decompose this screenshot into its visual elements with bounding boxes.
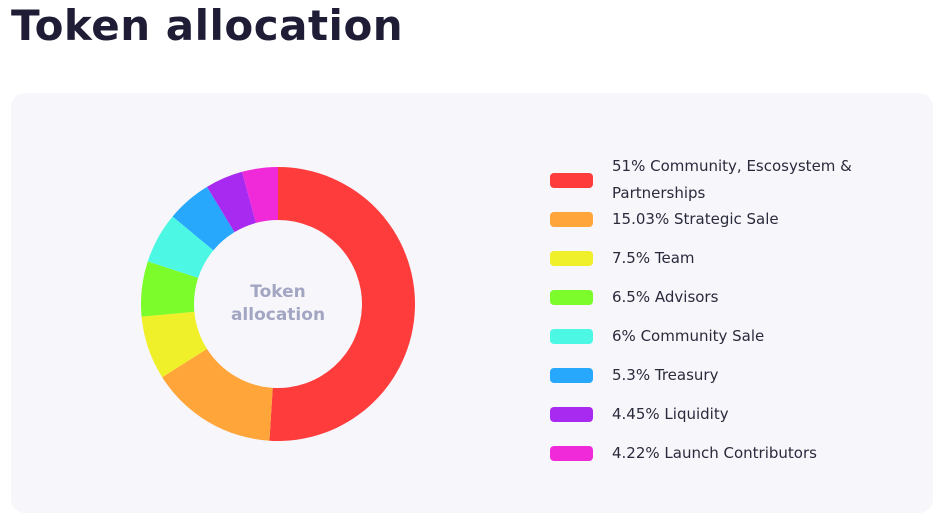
legend-swatch [550, 172, 593, 188]
legend-label: 4.45% Liquidity [612, 405, 729, 423]
legend-label: 7.5% Team [612, 249, 695, 267]
legend-item-advisors: 6.5% Advisors [550, 284, 910, 311]
donut-center-label: Token allocation [141, 167, 415, 441]
legend-item-community-sale: 6% Community Sale [550, 323, 910, 350]
legend-swatch [550, 251, 593, 266]
legend-swatch [550, 212, 593, 227]
donut-center-line1: Token [250, 282, 306, 302]
page-title: Token allocation [11, 1, 404, 50]
donut-chart-svg [141, 167, 415, 441]
legend-item-team: 7.5% Team [550, 245, 910, 272]
legend-swatch [550, 446, 593, 461]
legend-item-launch-contributors: 4.22% Launch Contributors [550, 440, 910, 467]
donut-segment-advisors [141, 261, 199, 317]
donut-segment-launch-contributors [242, 167, 278, 223]
donut-segment-community-sale [147, 216, 214, 278]
donut-segment-treasury [172, 186, 235, 251]
legend-swatch [550, 368, 593, 383]
donut-segment-community-escosystem-partnerships [269, 167, 415, 441]
legend-swatch [550, 407, 593, 422]
legend-label: 6% Community Sale [612, 327, 765, 345]
legend-label: 4.22% Launch Contributors [612, 444, 817, 462]
legend-label: 6.5% Advisors [612, 288, 719, 306]
legend-label: 15.03% Strategic Sale [612, 210, 779, 228]
legend-label: 5.3% Treasury [612, 366, 719, 384]
legend-item-liquidity: 4.45% Liquidity [550, 401, 910, 428]
legend-swatch [550, 329, 593, 344]
donut-segment-liquidity [207, 171, 256, 233]
legend-item-strategic-sale: 15.03% Strategic Sale [550, 206, 910, 233]
legend-item-community-ecosystem: 51% Community, Escosystem & Partnerships [550, 153, 910, 207]
legend-item-treasury: 5.3% Treasury [550, 362, 910, 389]
donut-segment-strategic-sale [162, 348, 273, 441]
donut-center-line2: allocation [230, 305, 326, 325]
donut-segment-team [141, 311, 207, 378]
legend-label: 51% Community, Escosystem & Partnerships [612, 157, 852, 202]
legend-swatch [550, 290, 593, 305]
donut-chart: Token allocation [141, 167, 415, 441]
